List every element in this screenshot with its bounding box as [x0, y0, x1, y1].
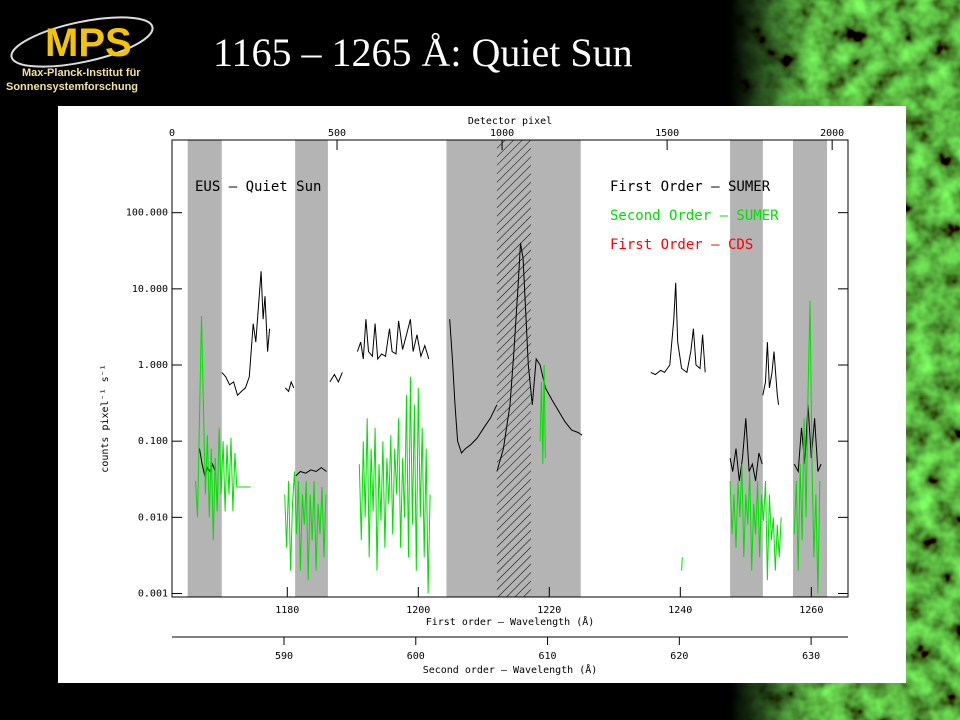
x-tick-label: 1220	[537, 605, 561, 616]
x-tick-label: 1260	[799, 605, 823, 616]
x-axis-label: First order – Wavelength (Å)	[426, 615, 595, 628]
top-tick-label: 0	[169, 128, 175, 139]
y-axis-label: counts pixel⁻¹ s⁻¹	[100, 364, 111, 472]
series-line	[199, 242, 822, 482]
y-tick-label: 1.000	[138, 360, 168, 371]
legend-entry: First Order – CDS	[610, 237, 753, 253]
slide-title: 1165 – 1265 Å: Quiet Sun	[213, 30, 633, 75]
shaded-range	[187, 140, 222, 597]
x-tick-label: 1180	[275, 605, 299, 616]
logo: MPS Max-Planck-Institut für Sonnensystem…	[6, 16, 154, 93]
logo-line: Sonnensystemforschung	[6, 81, 138, 93]
y-tick-label: 100.000	[126, 208, 168, 219]
logo-orbit	[10, 16, 154, 68]
logo-name: MPS	[45, 21, 132, 65]
y-tick-label: 0.100	[138, 436, 168, 447]
legend-entry: First Order – SUMER	[610, 179, 771, 195]
series-line	[195, 300, 821, 594]
hatched-range	[496, 140, 531, 597]
annotation: EUS – Quiet Sun	[195, 179, 321, 195]
y-tick-label: 0.001	[138, 589, 168, 600]
second-tick-label: 620	[670, 651, 688, 662]
legend-entry: Second Order – SUMER	[610, 208, 779, 224]
top-axis-label: Detector pixel	[468, 116, 552, 127]
x-tick-label: 1200	[406, 605, 430, 616]
shaded-range	[730, 140, 763, 597]
second-axis-label: Second order – Wavelength (Å)	[423, 663, 598, 676]
second-tick-label: 630	[802, 651, 820, 662]
top-tick-label: 500	[328, 128, 346, 139]
y-tick-label: 10.000	[132, 284, 168, 295]
second-tick-label: 600	[407, 651, 425, 662]
y-tick-label: 0.010	[138, 512, 168, 523]
chart: 0.001 0.010 0.100 1.000 10.000 100.000 1180 120…	[100, 116, 849, 676]
top-tick-label: 1000	[490, 128, 514, 139]
shaded-range	[792, 140, 828, 597]
plot-frame	[171, 139, 849, 598]
logo-line: Max-Planck-Institut für	[22, 67, 141, 79]
second-tick-label: 590	[275, 651, 293, 662]
x-tick-label: 1240	[668, 605, 692, 616]
second-tick-label: 610	[539, 651, 557, 662]
top-tick-label: 2000	[820, 128, 844, 139]
top-tick-label: 1500	[655, 128, 679, 139]
